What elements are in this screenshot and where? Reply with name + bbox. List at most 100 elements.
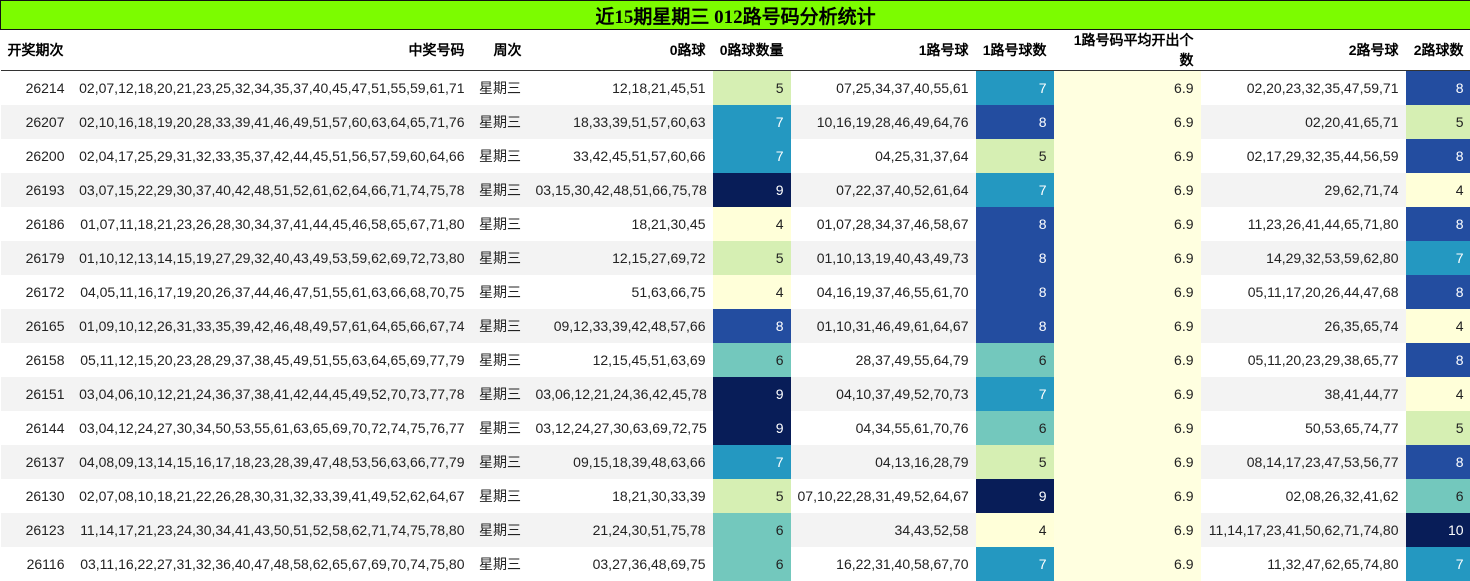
- numbers-cell: 04,05,11,16,17,19,20,26,37,44,46,47,51,5…: [72, 275, 472, 309]
- road1-count-cell: 9: [976, 479, 1054, 513]
- road0-count-cell: 4: [713, 275, 791, 309]
- numbers-cell: 02,07,08,10,18,21,22,26,28,30,31,32,33,3…: [72, 479, 472, 513]
- road2-count-cell: 4: [1406, 309, 1470, 343]
- issue-cell: 26158: [1, 343, 72, 377]
- road1-avg-cell: 6.9: [1054, 513, 1201, 547]
- issue-cell: 26172: [1, 275, 72, 309]
- numbers-cell: 05,11,12,15,20,23,28,29,37,38,45,49,51,5…: [72, 343, 472, 377]
- road2-count-cell: 4: [1406, 377, 1470, 411]
- road1-avg-cell: 6.9: [1054, 377, 1201, 411]
- road1-cell: 07,22,37,40,52,61,64: [791, 173, 976, 207]
- road1-count-cell: 7: [976, 377, 1054, 411]
- road1-cell: 10,16,19,28,46,49,64,76: [791, 105, 976, 139]
- road0-count-cell: 6: [713, 513, 791, 547]
- weekday-cell: 星期三: [472, 513, 529, 547]
- road0-count-cell: 6: [713, 343, 791, 377]
- road0-cell: 18,21,30,45: [529, 207, 713, 241]
- road1-cell: 28,37,49,55,64,79: [791, 343, 976, 377]
- road2-cell: 14,29,32,53,59,62,80: [1201, 241, 1406, 275]
- road1-avg-cell: 6.9: [1054, 275, 1201, 309]
- road1-cell: 07,10,22,28,31,49,52,64,67: [791, 479, 976, 513]
- weekday-cell: 星期三: [472, 479, 529, 513]
- road1-avg-cell: 6.9: [1054, 343, 1201, 377]
- road2-count-cell: 8: [1406, 275, 1470, 309]
- road2-count-cell: 8: [1406, 207, 1470, 241]
- road2-count-cell: 4: [1406, 173, 1470, 207]
- road1-cell: 07,25,34,37,40,55,61: [791, 71, 976, 106]
- road2-count-cell: 7: [1406, 241, 1470, 275]
- road2-cell: 38,41,44,77: [1201, 377, 1406, 411]
- road2-cell: 02,20,23,32,35,47,59,71: [1201, 71, 1406, 106]
- road0-count-cell: 5: [713, 71, 791, 106]
- issue-cell: 26179: [1, 241, 72, 275]
- road0-cell: 33,42,45,51,57,60,66: [529, 139, 713, 173]
- road2-count-cell: 8: [1406, 71, 1470, 106]
- issue-cell: 26137: [1, 445, 72, 479]
- road0-cell: 03,15,30,42,48,51,66,75,78: [529, 173, 713, 207]
- road2-count-cell: 6: [1406, 479, 1470, 513]
- road0-count-cell: 9: [713, 377, 791, 411]
- road0-cell: 18,33,39,51,57,60,63: [529, 105, 713, 139]
- issue-cell: 26130: [1, 479, 72, 513]
- numbers-cell: 02,10,16,18,19,20,28,33,39,41,46,49,51,5…: [72, 105, 472, 139]
- numbers-cell: 01,09,10,12,26,31,33,35,39,42,46,48,49,5…: [72, 309, 472, 343]
- road1-cell: 04,16,19,37,46,55,61,70: [791, 275, 976, 309]
- issue-cell: 26200: [1, 139, 72, 173]
- road0-count-cell: 7: [713, 445, 791, 479]
- road1-count-cell: 4: [976, 513, 1054, 547]
- road1-count-cell: 6: [976, 343, 1054, 377]
- col-header-numbers: 中奖号码: [72, 30, 472, 71]
- numbers-cell: 01,07,11,18,21,23,26,28,30,34,37,41,44,4…: [72, 207, 472, 241]
- road1-cell: 04,34,55,61,70,76: [791, 411, 976, 445]
- road2-cell: 11,14,17,23,41,50,62,71,74,80: [1201, 513, 1406, 547]
- road0-cell: 12,18,21,45,51: [529, 71, 713, 106]
- weekday-cell: 星期三: [472, 275, 529, 309]
- road0-count-cell: 7: [713, 139, 791, 173]
- header-row: 开奖期次 中奖号码 周次 0路球 0路球数量 1路号球 1路号球数 1路号码平均…: [1, 30, 1470, 71]
- road0-cell: 03,12,24,27,30,63,69,72,75: [529, 411, 713, 445]
- road0-cell: 18,21,30,33,39: [529, 479, 713, 513]
- road0-cell: 12,15,27,69,72: [529, 241, 713, 275]
- road2-cell: 11,23,26,41,44,65,71,80: [1201, 207, 1406, 241]
- road2-cell: 08,14,17,23,47,53,56,77: [1201, 445, 1406, 479]
- road0-cell: 12,15,45,51,63,69: [529, 343, 713, 377]
- road1-avg-cell: 6.9: [1054, 71, 1201, 106]
- col-header-road1-avg: 1路号码平均开出个数: [1054, 30, 1201, 71]
- weekday-cell: 星期三: [472, 105, 529, 139]
- road1-cell: 04,10,37,49,52,70,73: [791, 377, 976, 411]
- road1-cell: 04,13,16,28,79: [791, 445, 976, 479]
- road1-avg-cell: 6.9: [1054, 207, 1201, 241]
- numbers-cell: 03,07,15,22,29,30,37,40,42,48,51,52,61,6…: [72, 173, 472, 207]
- road1-count-cell: 7: [976, 71, 1054, 106]
- col-header-road1: 1路号球: [791, 30, 976, 71]
- road2-cell: 29,62,71,74: [1201, 173, 1406, 207]
- road2-cell: 02,17,29,32,35,44,56,59: [1201, 139, 1406, 173]
- road1-count-cell: 5: [976, 139, 1054, 173]
- road1-avg-cell: 6.9: [1054, 445, 1201, 479]
- road2-count-cell: 5: [1406, 411, 1470, 445]
- road2-count-cell: 8: [1406, 343, 1470, 377]
- issue-cell: 26193: [1, 173, 72, 207]
- road2-cell: 50,53,65,74,77: [1201, 411, 1406, 445]
- col-header-weekday: 周次: [472, 30, 529, 71]
- road1-avg-cell: 6.9: [1054, 479, 1201, 513]
- numbers-cell: 01,10,12,13,14,15,19,27,29,32,40,43,49,5…: [72, 241, 472, 275]
- road2-cell: 02,08,26,32,41,62: [1201, 479, 1406, 513]
- weekday-cell: 星期三: [472, 241, 529, 275]
- road0-count-cell: 9: [713, 411, 791, 445]
- road1-cell: 04,25,31,37,64: [791, 139, 976, 173]
- road0-cell: 09,15,18,39,48,63,66: [529, 445, 713, 479]
- road2-cell: 02,20,41,65,71: [1201, 105, 1406, 139]
- col-header-road0-count: 0路球数量: [713, 30, 791, 71]
- road0-cell: 09,12,33,39,42,48,57,66: [529, 309, 713, 343]
